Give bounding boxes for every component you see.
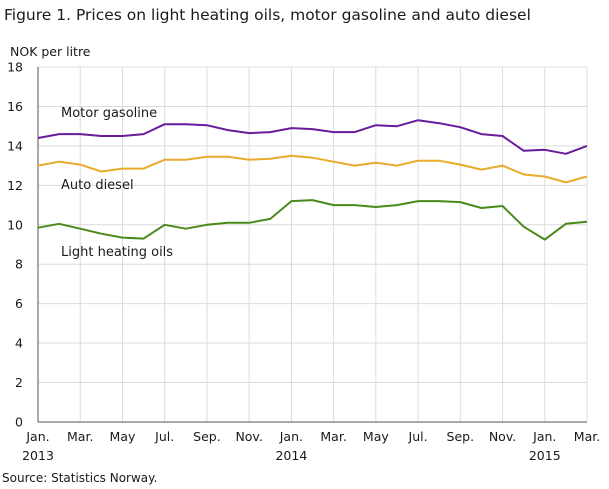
y-tick-label: 4: [15, 336, 23, 351]
x-tick-label: Mar.: [574, 429, 600, 444]
y-axis-label: NOK per litre: [10, 44, 91, 59]
y-tick-label: 18: [7, 60, 23, 75]
series-label-motor-gasoline: Motor gasoline: [61, 106, 157, 121]
y-tick-label: 14: [7, 138, 23, 153]
x-tick-label: Mar.: [320, 429, 346, 444]
series-lines: [37, 119, 588, 241]
source-note: Source: Statistics Norway.: [2, 471, 158, 485]
chart-title: Figure 1. Prices on light heating oils, …: [4, 6, 531, 24]
x-tick-label: Jul.: [154, 429, 174, 444]
x-tick-label: May: [110, 429, 136, 444]
series-labels: Motor gasoline Auto diesel Light heating o…: [61, 106, 173, 260]
axes: 0 2 4 6 8 10 12 14 16 18 Jan. 2013 Mar. May Jul. Sep. No…: [7, 60, 600, 464]
x-tick-label: Jul.: [408, 429, 428, 444]
y-tick-label: 12: [7, 178, 23, 193]
y-tick-label: 0: [15, 415, 23, 430]
x-tick-label: May: [363, 429, 389, 444]
x-tick-label: Jan.: [25, 429, 49, 444]
x-tick-label: Jan.: [279, 429, 303, 444]
x-tick-label: Nov.: [235, 429, 262, 444]
series-label-light-heating-oils: Light heating oils: [61, 245, 173, 260]
x-tick-label: Nov.: [489, 429, 516, 444]
y-tick-label: 6: [15, 296, 23, 311]
y-tick-label: 10: [7, 217, 23, 232]
x-year-label: 2013: [22, 448, 54, 463]
series-line-auto-diesel: [37, 154, 588, 184]
x-year-label: 2015: [529, 448, 561, 463]
series-label-auto-diesel: Auto diesel: [61, 178, 134, 193]
series-line-motor-gasoline: [37, 119, 588, 155]
y-tick-label: 2: [15, 375, 23, 390]
x-year-label: 2014: [275, 448, 307, 463]
y-tick-label: 16: [7, 99, 23, 114]
grid-lines: [38, 66, 588, 422]
series-line-light-heating-oils: [37, 199, 588, 241]
x-tick-label: Sep.: [193, 429, 221, 444]
x-tick-label: Jan.: [532, 429, 556, 444]
x-tick-label: Sep.: [447, 429, 475, 444]
y-tick-label: 8: [15, 257, 23, 272]
x-tick-label: Mar.: [67, 429, 93, 444]
